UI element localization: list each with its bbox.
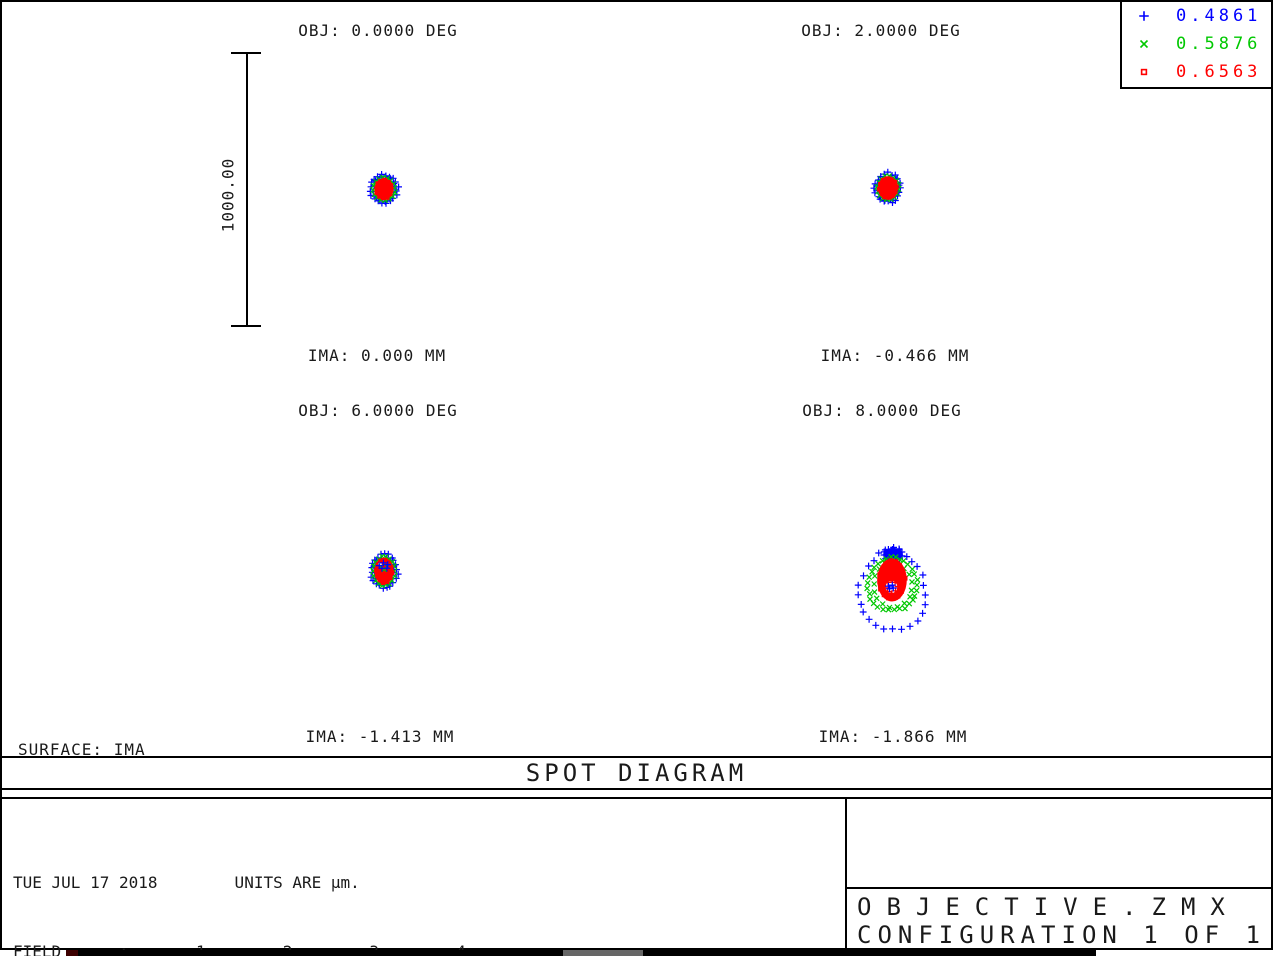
configuration-label: CONFIGURATION 1 OF 1	[857, 921, 1266, 949]
legend-marker-plus-icon	[1139, 11, 1149, 21]
field-row: FIELD : 1 2 3 4	[13, 942, 466, 956]
legend-marker-square-icon	[1140, 68, 1148, 76]
field2-obj-label: OBJ: 2.0000 DEG	[801, 21, 961, 40]
wavelength-legend: 0.4861 0.5876 0.6563	[1120, 0, 1273, 89]
title-block: OBJECTIVE.ZMX CONFIGURATION 1 OF 1	[847, 887, 1273, 949]
summary-table: TUE JUL 17 2018 UNITS ARE µm. FIELD : 1 …	[13, 825, 678, 956]
scale-bar-label: 1000.00	[218, 157, 238, 233]
field3-obj-label: OBJ: 6.0000 DEG	[298, 401, 458, 420]
scale-bar-top-cap	[231, 52, 261, 54]
title-band: SPOT DIAGRAM	[0, 758, 1273, 790]
legend-wavelength-label: 0.5876	[1176, 34, 1262, 54]
screen-edge-artifact	[563, 950, 643, 956]
legend-entry-1: 0.5876	[1122, 30, 1271, 58]
page-title: SPOT DIAGRAM	[525, 759, 748, 787]
field4-ima-label: IMA: -1.866 MM	[818, 727, 968, 746]
legend-entry-0: 0.4861	[1122, 2, 1271, 30]
field2-ima-label: IMA: -0.466 MM	[820, 346, 970, 365]
date-units-line: TUE JUL 17 2018 UNITS ARE µm.	[13, 873, 360, 892]
plot-area: OBJ: 0.0000 DEG OBJ: 2.0000 DEG IMA: 0.0…	[0, 0, 1273, 759]
lens-file-name: OBJECTIVE.ZMX	[857, 893, 1240, 921]
spots-layer	[366, 168, 929, 633]
field4-obj-label: OBJ: 8.0000 DEG	[802, 401, 962, 420]
field1-obj-label: OBJ: 0.0000 DEG	[298, 21, 458, 40]
data-panel: TUE JUL 17 2018 UNITS ARE µm. FIELD : 1 …	[0, 797, 1273, 956]
legend-entry-2: 0.6563	[1122, 58, 1271, 86]
scale-bar	[246, 53, 248, 327]
legend-wavelength-label: 0.6563	[1176, 62, 1262, 82]
field1-ima-label: IMA: 0.000 MM	[307, 346, 447, 365]
legend-wavelength-label: 0.4861	[1176, 6, 1262, 26]
scale-bar-bottom-cap	[231, 325, 261, 327]
screen-edge-artifact	[66, 950, 78, 956]
field3-ima-label: IMA: -1.413 MM	[305, 727, 455, 746]
legend-marker-cross-icon	[1139, 39, 1149, 49]
title-block-area: OBJECTIVE.ZMX CONFIGURATION 1 OF 1	[845, 799, 1273, 949]
surface-label: SURFACE: IMA	[18, 740, 146, 759]
